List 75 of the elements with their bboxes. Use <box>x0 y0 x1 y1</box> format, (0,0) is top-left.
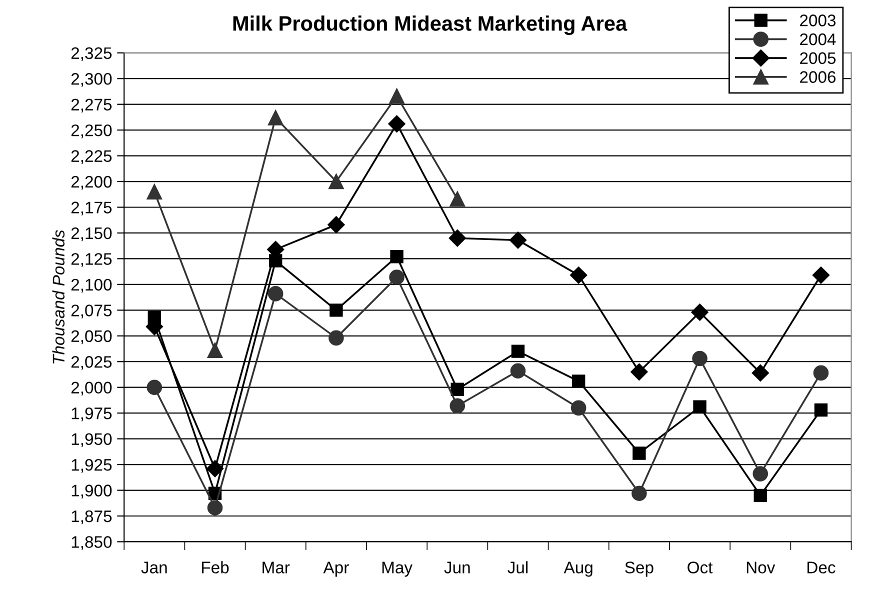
point <box>389 270 404 285</box>
legend-label: 2003 <box>800 14 836 26</box>
y-tick-label: 2,225 <box>71 150 112 164</box>
point <box>509 232 527 249</box>
point <box>206 460 224 478</box>
point <box>632 446 646 460</box>
x-tick-label: Oct <box>688 562 713 574</box>
y-tick-label: 1,925 <box>72 458 112 473</box>
legend-label: 2004 <box>800 33 836 46</box>
point <box>570 400 586 416</box>
x-tick-label: Jan <box>141 562 167 574</box>
x-tick-label: Sep <box>625 562 654 577</box>
x-tick-label: Aug <box>564 562 592 577</box>
point <box>511 344 525 358</box>
point <box>268 286 284 302</box>
x-tick-label: Feb <box>202 561 229 574</box>
point <box>691 304 708 321</box>
x-tick-label: Nov <box>746 562 776 574</box>
y-tick-label: 1,950 <box>72 433 112 447</box>
y-tick-label: 2,175 <box>71 202 112 216</box>
point <box>328 174 344 190</box>
y-tick-label: 1,975 <box>72 407 112 422</box>
point <box>813 365 829 381</box>
y-tick-label: 2,275 <box>71 98 112 112</box>
point <box>632 486 647 501</box>
point <box>330 304 343 317</box>
chart-title: Milk Production Mideast Marketing Area <box>233 16 628 36</box>
legend-label: 2006 <box>800 71 836 83</box>
point <box>207 342 223 358</box>
point <box>450 191 466 207</box>
point <box>510 363 526 379</box>
x-tick-label: Dec <box>808 562 836 574</box>
y-tick-label: 1,900 <box>72 484 112 498</box>
point <box>448 230 466 247</box>
y-tick-label: 2,300 <box>71 72 112 87</box>
y-tick-label: 1,850 <box>72 536 112 550</box>
x-tick-label: Jul <box>508 561 528 574</box>
y-tick-label: 1,875 <box>72 510 112 524</box>
point <box>812 266 830 284</box>
x-tick-label: Mar <box>262 562 290 574</box>
y-tick-label: 2,200 <box>71 176 112 190</box>
point <box>754 488 767 502</box>
y-tick-label: 2,050 <box>71 330 112 344</box>
point <box>390 250 404 264</box>
point <box>450 382 464 396</box>
y-axis-title: Thousand Pounds <box>52 230 65 364</box>
point <box>630 363 648 380</box>
point <box>752 466 768 482</box>
point <box>328 216 345 234</box>
point <box>268 110 284 126</box>
point <box>814 403 828 417</box>
y-tick-label: 2,000 <box>71 382 112 396</box>
y-tick-label: 2,100 <box>71 278 112 293</box>
legend-label: 2005 <box>800 52 836 64</box>
y-tick-label: 2,025 <box>71 356 112 370</box>
point <box>450 398 466 414</box>
point <box>389 88 404 104</box>
point <box>692 350 708 366</box>
point <box>207 500 223 516</box>
y-tick-label: 2,075 <box>71 304 112 318</box>
y-tick-label: 2,125 <box>71 253 112 267</box>
y-tick-label: 2,250 <box>71 124 112 138</box>
point <box>388 115 406 132</box>
x-tick-label: Jun <box>444 562 470 574</box>
x-tick-label: Apr <box>323 562 349 577</box>
y-tick-label: 2,325 <box>71 47 112 62</box>
y-tick-label: 2,150 <box>71 227 112 242</box>
point <box>693 400 706 414</box>
x-tick-label: May <box>382 562 413 577</box>
point <box>328 330 344 346</box>
point <box>572 374 586 388</box>
point <box>146 380 162 395</box>
point <box>570 266 588 284</box>
point <box>146 184 162 200</box>
point <box>752 364 769 382</box>
